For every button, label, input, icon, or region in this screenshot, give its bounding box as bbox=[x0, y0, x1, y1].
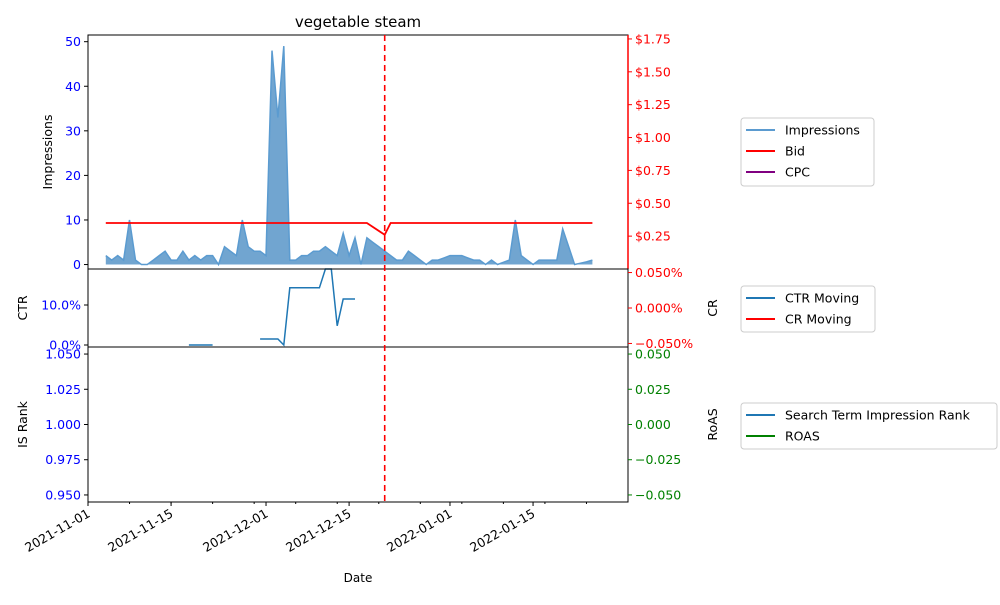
top-legend: Impressions Bid CPC bbox=[740, 117, 875, 187]
middle-panel-frame bbox=[87, 268, 629, 348]
right-tick-label: 0.050% bbox=[635, 265, 683, 280]
right-tick-label: $0.50 bbox=[635, 196, 671, 211]
right-tick-label: −0.050 bbox=[635, 487, 681, 502]
top-panel: 0 10 20 30 40 50 $0.25 $0.50 $0.75 $1.00 $1.25 $1.5… bbox=[40, 31, 671, 272]
ctr-moving-segment-1 bbox=[260, 268, 355, 347]
legend-label-roas: ROAS bbox=[785, 429, 820, 444]
x-tick-label: 2021-11-15 bbox=[105, 506, 175, 555]
x-tick-label: 2022-01-01 bbox=[384, 506, 454, 555]
left-tick-label: 0.950 bbox=[45, 487, 81, 502]
middle-left-axis-label: CTR bbox=[15, 295, 30, 320]
left-tick-label: 50 bbox=[65, 34, 81, 49]
bottom-panel-frame bbox=[87, 346, 629, 503]
bottom-right-axis-label: RoAS bbox=[705, 408, 720, 440]
left-tick-label: 1.000 bbox=[45, 417, 81, 432]
x-tick-label: 2021-11-01 bbox=[22, 506, 92, 555]
x-tick-label: 2022-01-15 bbox=[467, 506, 537, 555]
legend-label-impressions: Impressions bbox=[785, 123, 860, 138]
right-tick-label: 0.000 bbox=[635, 417, 671, 432]
right-tick-label: −0.050% bbox=[635, 336, 693, 351]
legend-frame bbox=[740, 402, 998, 450]
right-tick-label: 0.025 bbox=[635, 382, 671, 397]
left-tick-label: 30 bbox=[65, 123, 81, 138]
right-tick-label: −0.025 bbox=[635, 452, 681, 467]
right-tick-label: 0.050 bbox=[635, 347, 671, 362]
left-tick-label: 1.025 bbox=[45, 382, 81, 397]
right-tick-label: $1.50 bbox=[635, 64, 671, 79]
legend-label-ctr-moving: CTR Moving bbox=[785, 291, 859, 306]
bid-line bbox=[105, 222, 593, 237]
chart-title: vegetable steam bbox=[295, 13, 421, 31]
bottom-legend: Search Term Impression Rank ROAS bbox=[740, 402, 998, 450]
legend-label-bid: Bid bbox=[785, 144, 805, 159]
x-tick-label: 2021-12-01 bbox=[200, 506, 270, 555]
right-tick-label: 0.000% bbox=[635, 301, 683, 316]
left-tick-label: 10.0% bbox=[41, 298, 81, 313]
right-tick-label: $1.75 bbox=[635, 31, 671, 46]
legend-label-search-term-impression-rank: Search Term Impression Rank bbox=[785, 408, 971, 423]
middle-panel: 0.0% 10.0% −0.050% 0.000% 0.050% CTR CR bbox=[15, 265, 720, 352]
left-tick-label: 0.0% bbox=[49, 338, 81, 353]
legend-frame bbox=[740, 117, 875, 187]
x-axis: 2021-11-01 2021-11-15 2021-12-01 2021-12-15… bbox=[22, 502, 587, 555]
left-tick-label: 40 bbox=[65, 79, 81, 94]
middle-right-axis-label: CR bbox=[705, 299, 720, 317]
bottom-panel: 0.950 0.975 1.000 1.025 1.050 −0.050 −0.025 0.0… bbox=[15, 346, 720, 503]
right-tick-label: $0.75 bbox=[635, 163, 671, 178]
left-tick-label: 20 bbox=[65, 168, 81, 183]
legend-label-cpc: CPC bbox=[785, 165, 810, 180]
right-tick-label: $0.25 bbox=[635, 229, 671, 244]
left-tick-label: 0.975 bbox=[45, 452, 81, 467]
x-tick-label: 2021-12-15 bbox=[283, 506, 353, 555]
impressions-line bbox=[105, 46, 593, 267]
middle-legend: CTR Moving CR Moving bbox=[740, 285, 876, 333]
legend-label-cr-moving: CR Moving bbox=[785, 312, 852, 327]
x-axis-label: Date bbox=[344, 571, 373, 585]
bottom-left-axis-label: IS Rank bbox=[15, 400, 30, 448]
left-tick-label: 1.050 bbox=[45, 347, 81, 362]
impressions-area bbox=[105, 46, 593, 265]
left-tick-label: 10 bbox=[65, 212, 81, 227]
top-panel-frame bbox=[87, 34, 629, 270]
right-tick-label: $1.25 bbox=[635, 97, 671, 112]
top-left-axis-label: Impressions bbox=[40, 115, 55, 190]
left-tick-label: 0 bbox=[73, 257, 81, 272]
right-tick-label: $1.00 bbox=[635, 130, 671, 145]
